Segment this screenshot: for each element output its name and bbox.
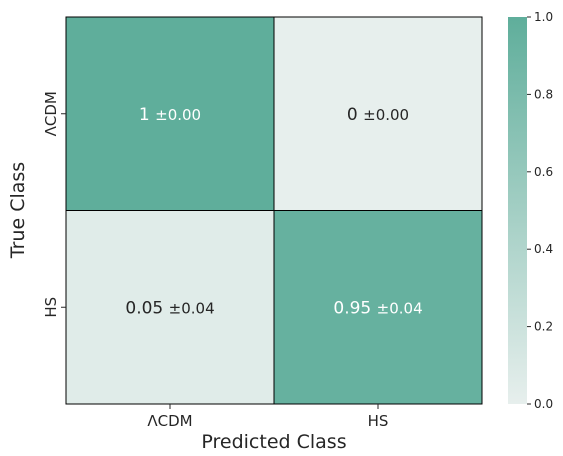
colorbar-tick-label-0: 0.0 — [534, 397, 553, 411]
heatmap-cell-r0-c1 — [273, 16, 483, 211]
x-tick-label-0: ΛCDM — [147, 412, 192, 430]
colorbar-tick-label-2: 0.4 — [534, 242, 553, 256]
y-tick-label-1: HS — [42, 297, 60, 318]
x-tick-label-1: HS — [368, 412, 389, 430]
cell-label-r0-c0: 1 ±0.00 — [139, 105, 201, 125]
axes-ticks: ΛCDM HS ΛCDM HS — [42, 91, 388, 430]
colorbar — [508, 17, 527, 404]
cell-label-r1-c1: 0.95 ±0.04 — [333, 298, 422, 318]
cell-label-r0-c1: 0 ±0.00 — [347, 105, 409, 125]
colorbar-tick-label-1: 0.2 — [534, 320, 553, 334]
y-tick-label-0: ΛCDM — [42, 91, 60, 136]
heatmap-cells — [65, 16, 483, 405]
y-axis-label: True Class — [7, 162, 29, 259]
colorbar-ticks: 0.0 0.2 0.4 0.6 0.8 1.0 — [527, 10, 553, 411]
heatmap-cell-r0-c0 — [65, 16, 275, 211]
colorbar-tick-label-4: 0.8 — [534, 87, 553, 101]
heatmap-cell-r1-c1 — [273, 210, 483, 405]
cell-label-r1-c0: 0.05 ±0.04 — [125, 298, 214, 318]
cell-labels: 1 ±0.00 0 ±0.00 0.05 ±0.04 0.95 ±0.04 — [125, 105, 422, 319]
colorbar-tick-label-3: 0.6 — [534, 165, 553, 179]
heatmap-cell-r1-c0 — [65, 210, 275, 405]
colorbar-tick-label-5: 1.0 — [534, 10, 553, 24]
x-axis-label: Predicted Class — [201, 431, 346, 453]
